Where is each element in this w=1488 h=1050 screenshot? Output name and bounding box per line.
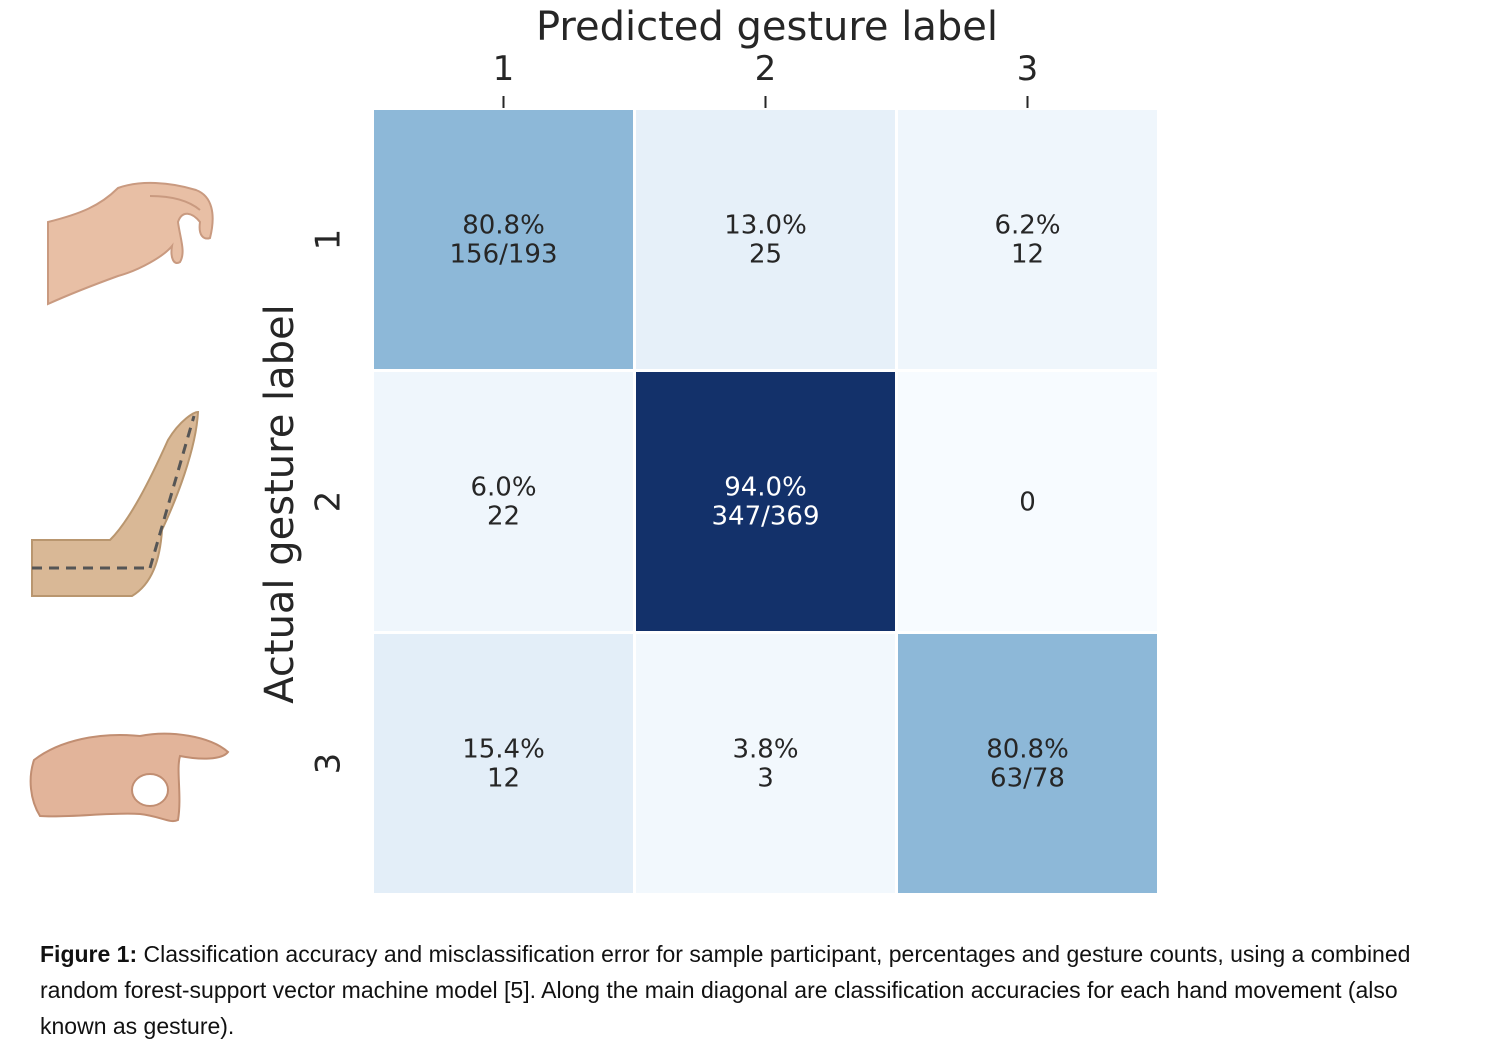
x-tick-label: 1 — [493, 49, 515, 89]
heatmap-cell-2-3 — [898, 372, 1157, 631]
cell-count-label: 22 — [487, 502, 520, 532]
caption-label: Figure 1: — [40, 941, 138, 967]
y-tick-label: 1 — [309, 229, 349, 251]
cell-count-label: 12 — [1011, 240, 1044, 270]
cell-count-label: 12 — [487, 764, 520, 794]
cell-percent-label: 6.0% — [470, 473, 536, 503]
cell-percent-label: 3.8% — [732, 735, 798, 765]
heatmap-cell-3-3 — [898, 634, 1157, 893]
cell-percent-label: 6.2% — [994, 211, 1060, 241]
x-tick-label: 2 — [755, 49, 777, 89]
heatmap-cell-2-2 — [636, 372, 895, 631]
heatmap-cell-3-2 — [636, 634, 895, 893]
heatmap-chart: 80.8%156/19313.0%256.2%126.0%2294.0%347/… — [29, 49, 1157, 893]
cell-count-label: 347/369 — [711, 502, 819, 532]
cell-percent-label: 13.0% — [724, 211, 807, 241]
figure-caption: Figure 1: Classification accuracy and mi… — [40, 936, 1470, 1044]
cell-count-label: 156/193 — [449, 240, 557, 270]
x-tick-label: 3 — [1017, 49, 1039, 89]
confusion-matrix-figure: Predicted gesture label Actual gesture l… — [29, 4, 1157, 893]
ok-gesture-icon — [29, 732, 230, 823]
heatmap-cell-2-1 — [374, 372, 633, 631]
heatmap-cell-3-1 — [374, 634, 633, 893]
cell-count-label: 0 — [1019, 488, 1036, 518]
cell-percent-label: 80.8% — [986, 735, 1069, 765]
heatmap-cell-1-2 — [636, 110, 895, 369]
y-tick-label: 2 — [309, 491, 349, 513]
x-axis-title: Predicted gesture label — [536, 4, 998, 50]
cell-count-label: 25 — [749, 240, 782, 270]
cell-percent-label: 15.4% — [462, 735, 545, 765]
cell-percent-label: 94.0% — [724, 473, 807, 503]
cell-percent-label: 80.8% — [462, 211, 545, 241]
cell-count-label: 3 — [757, 764, 774, 794]
heatmap-cell-1-3 — [898, 110, 1157, 369]
cell-count-label: 63/78 — [990, 764, 1065, 794]
heatmap-cell-1-1 — [374, 110, 633, 369]
hand-icons — [29, 181, 230, 823]
flat-hand-gesture-icon — [31, 410, 200, 597]
y-tick-label: 3 — [309, 753, 349, 775]
caption-text: Classification accuracy and misclassific… — [40, 941, 1411, 1039]
pinch-gesture-icon — [47, 181, 214, 306]
